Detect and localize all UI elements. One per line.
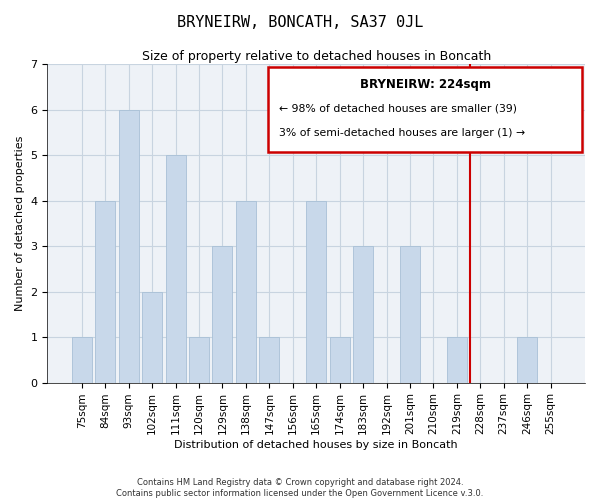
Text: BRYNEIRW: 224sqm: BRYNEIRW: 224sqm [359, 78, 491, 92]
Bar [353, 246, 373, 382]
Bar [236, 200, 256, 382]
Bar [95, 200, 115, 382]
Bar [72, 337, 92, 382]
Bar [259, 337, 279, 382]
X-axis label: Distribution of detached houses by size in Boncath: Distribution of detached houses by size … [175, 440, 458, 450]
Bar [212, 246, 232, 382]
FancyBboxPatch shape [268, 68, 583, 152]
Title: Size of property relative to detached houses in Boncath: Size of property relative to detached ho… [142, 50, 491, 63]
Bar [447, 337, 467, 382]
Bar [189, 337, 209, 382]
Text: 3% of semi-detached houses are larger (1) →: 3% of semi-detached houses are larger (1… [278, 128, 524, 138]
Bar [517, 337, 537, 382]
Y-axis label: Number of detached properties: Number of detached properties [15, 136, 25, 311]
Text: ← 98% of detached houses are smaller (39): ← 98% of detached houses are smaller (39… [278, 104, 517, 114]
Bar [166, 155, 185, 382]
Text: BRYNEIRW, BONCATH, SA37 0JL: BRYNEIRW, BONCATH, SA37 0JL [177, 15, 423, 30]
Text: Contains HM Land Registry data © Crown copyright and database right 2024.
Contai: Contains HM Land Registry data © Crown c… [116, 478, 484, 498]
Bar [329, 337, 350, 382]
Bar [142, 292, 162, 382]
Bar [119, 110, 139, 382]
Bar [306, 200, 326, 382]
Bar [400, 246, 420, 382]
